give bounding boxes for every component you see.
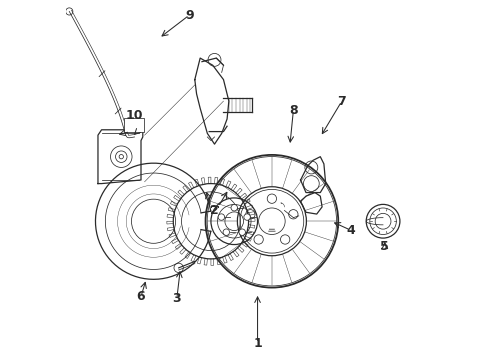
Text: 8: 8 bbox=[289, 104, 298, 117]
Text: 3: 3 bbox=[172, 292, 181, 305]
Text: 5: 5 bbox=[380, 240, 389, 253]
Text: 7: 7 bbox=[338, 95, 346, 108]
Bar bbox=[124, 118, 144, 132]
Circle shape bbox=[244, 214, 250, 220]
Text: 2: 2 bbox=[210, 204, 219, 217]
Text: 9: 9 bbox=[185, 9, 194, 22]
Text: 1: 1 bbox=[253, 337, 262, 350]
Circle shape bbox=[231, 204, 238, 211]
Text: 6: 6 bbox=[137, 290, 146, 303]
Circle shape bbox=[218, 214, 224, 220]
Circle shape bbox=[239, 229, 245, 235]
Circle shape bbox=[223, 229, 229, 235]
Text: 4: 4 bbox=[346, 224, 355, 237]
Text: 10: 10 bbox=[126, 109, 143, 122]
